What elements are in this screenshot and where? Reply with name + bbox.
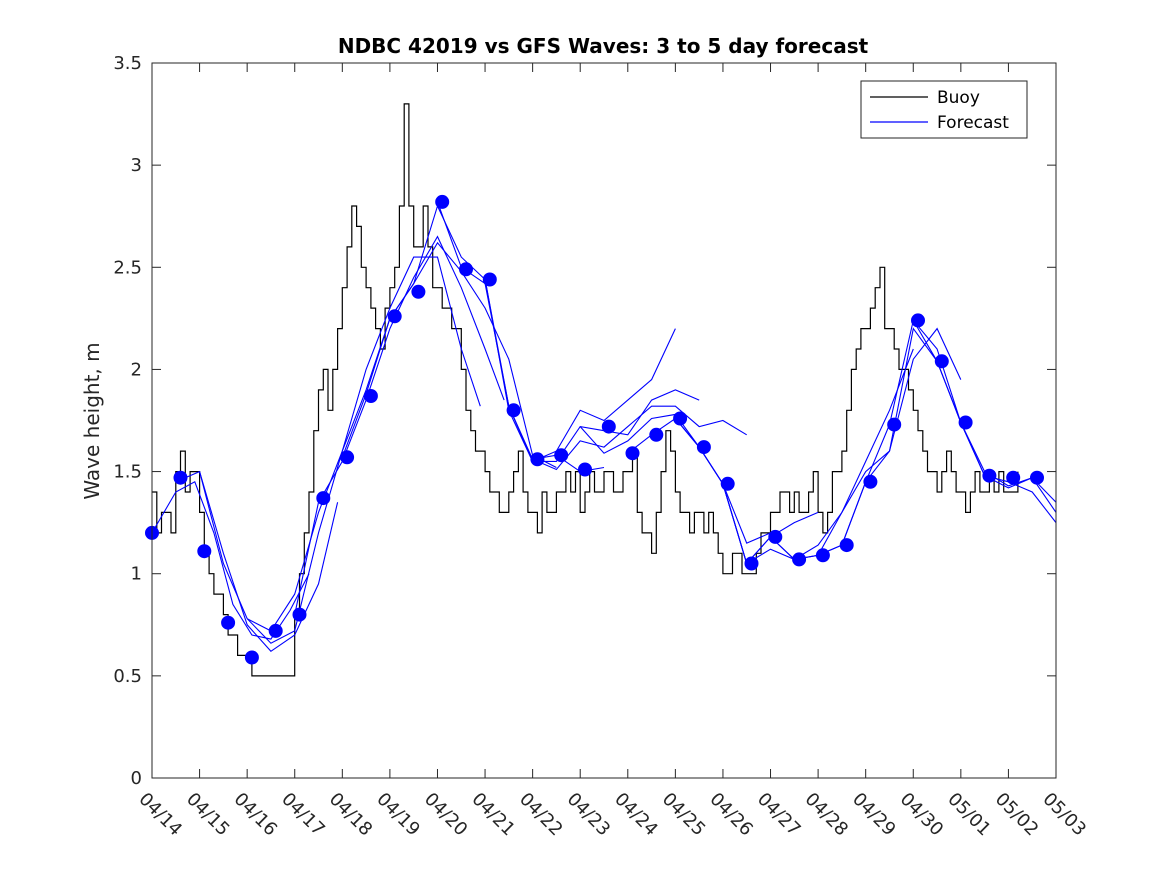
legend-forecast-label: Forecast: [937, 113, 1009, 133]
forecast-marker-point: [696, 440, 711, 455]
forecast-marker-point: [625, 446, 640, 461]
y-tick-label: 1: [131, 564, 142, 585]
forecast-marker-point: [1006, 470, 1021, 485]
x-tick-label: 04/26: [705, 789, 757, 841]
x-tick-label: 05/02: [991, 789, 1043, 841]
x-tick-label: 04/18: [325, 789, 377, 841]
forecast-marker-point: [744, 556, 759, 571]
x-tick-label: 04/19: [372, 789, 424, 841]
forecast-marker-point: [839, 538, 854, 553]
forecast-marker-point: [1030, 470, 1044, 485]
forecast-run-line-3: [199, 318, 391, 644]
forecast-marker-point: [173, 470, 188, 485]
forecast-run-line-14: [722, 348, 914, 565]
legend: Buoy Forecast: [860, 80, 1028, 139]
y-tick-label: 0: [131, 768, 142, 789]
forecast-marker-point: [554, 448, 569, 463]
forecast-marker-point: [958, 415, 973, 430]
x-tick-label: 04/28: [801, 789, 853, 841]
forecast-marker-point: [244, 650, 259, 665]
forecast-marker-point: [435, 194, 450, 209]
forecast-marker-point: [982, 468, 997, 483]
legend-box: [860, 80, 1028, 139]
forecast-marker-point: [601, 419, 616, 434]
forecast-marker-point: [815, 548, 830, 563]
x-tick-label: 04/23: [563, 789, 615, 841]
forecast-marker-point: [649, 427, 664, 442]
x-tick-label: 04/21: [468, 789, 520, 841]
x-tick-label: 04/17: [277, 789, 329, 841]
x-tick-label: 04/27: [753, 789, 805, 841]
x-tick-label: 04/24: [610, 789, 662, 841]
x-tick-label: 04/14: [134, 789, 186, 841]
x-tick-label: 04/30: [896, 789, 948, 841]
y-tick-label: 2.5: [113, 257, 142, 278]
x-tick-label: 04/25: [658, 789, 710, 841]
x-tick-label: 04/20: [420, 789, 472, 841]
x-tick-label: 04/29: [848, 789, 900, 841]
forecast-run-line-9: [484, 279, 700, 462]
x-tick-label: 04/22: [515, 789, 567, 841]
forecast-marker-point: [292, 607, 307, 622]
chart-title: NDBC 42019 vs GFS Waves: 3 to 5 day fore…: [338, 34, 869, 58]
forecast-marker-point: [316, 491, 331, 506]
forecast-marker-point: [720, 476, 735, 491]
y-tick-label: 0.5: [113, 666, 142, 687]
forecast-marker-point: [934, 354, 949, 369]
forecast-marker-point: [887, 417, 902, 432]
x-tick-label: 04/16: [230, 789, 282, 841]
forecast-marker-point: [197, 544, 212, 559]
forecast-marker-point: [792, 552, 807, 567]
y-tick-label: 3.5: [113, 53, 142, 74]
forecast-run-line-5: [294, 235, 505, 615]
forecast-marker-point: [673, 411, 688, 426]
forecast-marker-point: [268, 623, 283, 638]
forecast-marker-point: [578, 462, 592, 477]
y-tick-label: 1.5: [113, 462, 142, 483]
forecast-run-line-1: [151, 481, 310, 640]
forecast-marker-point: [411, 284, 426, 299]
buoy-series-line: [152, 103, 1019, 677]
x-tick-label: 05/01: [943, 789, 995, 841]
forecast-marker-point: [221, 615, 236, 630]
forecast-marker-point: [863, 474, 878, 489]
forecast-marker-point: [482, 272, 497, 287]
series-layer: [145, 103, 1057, 677]
forecast-marker-point: [506, 403, 521, 418]
forecast-run-line-4: [246, 256, 481, 632]
forecast-marker-point: [387, 309, 402, 324]
x-tick-label: 04/15: [182, 789, 234, 841]
forecast-run-line-6: [341, 241, 557, 468]
forecast-marker-point: [363, 389, 378, 403]
forecast-run-line-10: [532, 405, 747, 471]
axes-box: [151, 62, 1057, 779]
forecast-marker-point: [340, 450, 355, 465]
legend-buoy-label: Buoy: [937, 88, 980, 108]
y-tick-label: 2: [131, 359, 142, 380]
forecast-marker-point: [911, 313, 925, 328]
forecast-marker-point: [530, 452, 545, 467]
forecast-marker-point: [459, 262, 473, 277]
forecast-marker-point: [768, 529, 783, 544]
x-tick-label: 05/03: [1038, 789, 1090, 841]
y-tick-label: 3: [131, 155, 142, 176]
forecast-run-line-16: [817, 319, 1057, 556]
y-axis-label: Wave height, m: [80, 342, 104, 499]
